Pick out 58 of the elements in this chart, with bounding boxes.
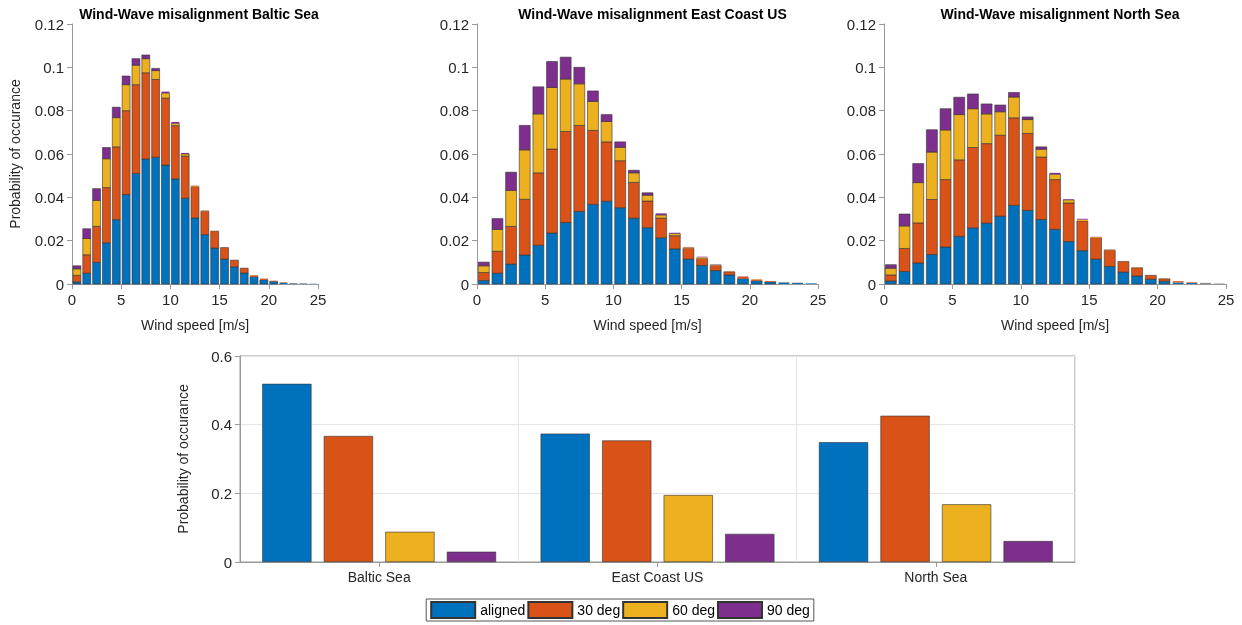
x-axis-title: Wind speed [m/s] bbox=[140, 317, 250, 333]
y-tick-label: 0.04 bbox=[34, 188, 64, 206]
x-tick-label: 0 bbox=[67, 291, 77, 308]
y-tick-label: 0.6 bbox=[211, 347, 232, 365]
x-axis-title: Wind speed [m/s] bbox=[1000, 317, 1110, 333]
x-tick-label: 20 bbox=[741, 291, 759, 308]
y-tick-label: 0.1 bbox=[855, 58, 876, 76]
x-tick-label: 15 bbox=[673, 291, 690, 308]
y-tick-label: 0.04 bbox=[846, 188, 876, 206]
y-axis-title: Probability of occurance bbox=[175, 384, 191, 534]
y-tick-label: 0.12 bbox=[439, 15, 469, 33]
y-tick-label: 0.12 bbox=[34, 15, 64, 33]
y-tick-label: 0.02 bbox=[439, 232, 469, 250]
x-tick-label: 25 bbox=[1217, 291, 1235, 308]
legend-label: 30 deg bbox=[577, 602, 621, 618]
y-tick-label: 0.08 bbox=[34, 102, 64, 120]
y-tick-label: 0 bbox=[460, 275, 469, 293]
x-tick-label: 20 bbox=[1149, 291, 1166, 308]
x-tick-label: 0 bbox=[472, 291, 482, 308]
x-tick-label: 10 bbox=[605, 291, 622, 308]
legend-label: 90 deg bbox=[766, 602, 810, 618]
y-tick-label: 0.02 bbox=[34, 232, 64, 250]
x-tick-label: 15 bbox=[1080, 291, 1098, 308]
y-tick-label: 0 bbox=[867, 275, 876, 293]
y-tick-label: 0 bbox=[55, 275, 64, 293]
y-tick-label: 0.08 bbox=[846, 102, 876, 120]
y-tick-label: 0.08 bbox=[439, 102, 469, 120]
y-tick-label: 0 bbox=[223, 553, 232, 571]
y-tick-label: 0.06 bbox=[846, 145, 876, 163]
chart-title: Wind-Wave misalignment North Sea bbox=[940, 6, 1180, 22]
y-tick-label: 0.06 bbox=[34, 145, 64, 163]
x-tick-label: 5 bbox=[541, 291, 550, 308]
x-tick-label: 15 bbox=[211, 291, 228, 308]
x-tick-label: 10 bbox=[162, 291, 179, 308]
y-tick-label: 0.4 bbox=[211, 416, 232, 434]
x-tick-label: 0 bbox=[879, 291, 889, 308]
x-tick-label: North Sea bbox=[904, 569, 968, 585]
chart-title: Wind-Wave misalignment East Coast US bbox=[518, 6, 787, 22]
x-tick-label: Baltic Sea bbox=[347, 569, 411, 585]
y-tick-label: 0.1 bbox=[43, 58, 64, 76]
y-tick-label: 0.02 bbox=[846, 232, 876, 250]
x-axis-title: Wind speed [m/s] bbox=[593, 317, 702, 333]
y-tick-label: 0.06 bbox=[439, 145, 469, 163]
y-tick-label: 0.2 bbox=[211, 484, 232, 502]
x-tick-label: 20 bbox=[260, 291, 278, 308]
x-tick-label: 5 bbox=[117, 291, 126, 308]
y-tick-label: 0.04 bbox=[439, 188, 469, 206]
chart-title: Wind-Wave misalignment Baltic Sea bbox=[79, 6, 320, 22]
x-tick-label: 10 bbox=[1012, 291, 1030, 308]
x-tick-label: East Coast US bbox=[611, 569, 704, 585]
legend-label: aligned bbox=[480, 602, 526, 618]
x-tick-label: 25 bbox=[809, 291, 827, 308]
x-tick-label: 25 bbox=[309, 291, 327, 308]
legend-label: 60 deg bbox=[672, 602, 715, 618]
y-tick-label: 0.12 bbox=[846, 15, 876, 33]
y-tick-label: 0.1 bbox=[448, 58, 469, 76]
x-tick-label: 5 bbox=[948, 291, 957, 308]
y-axis-title: Probability of occurance bbox=[7, 79, 23, 229]
